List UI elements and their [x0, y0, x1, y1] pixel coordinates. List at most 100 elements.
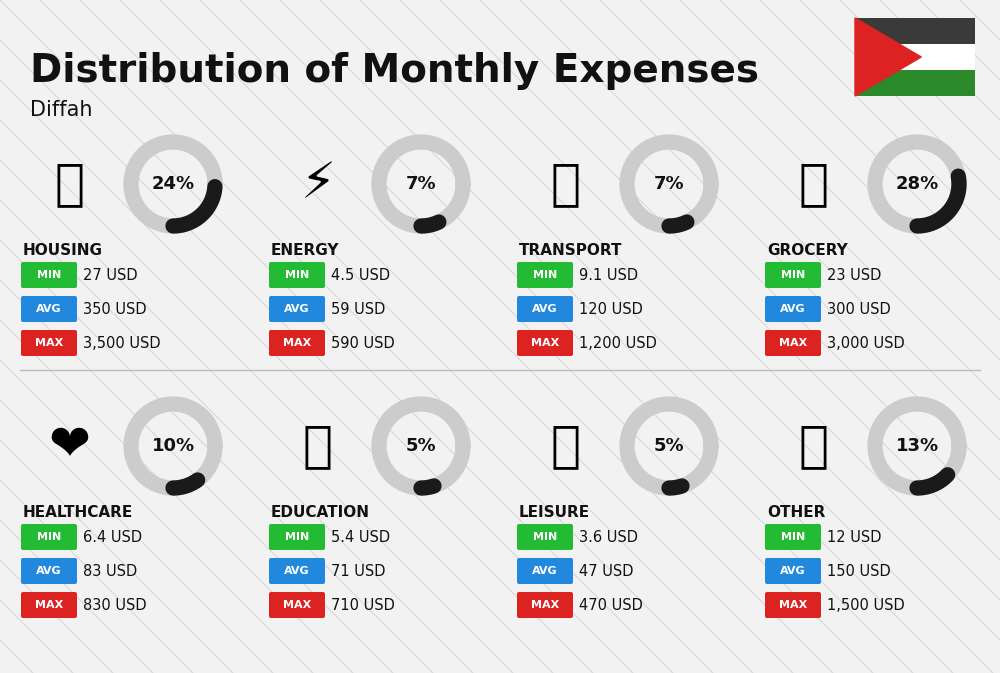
FancyBboxPatch shape [855, 70, 975, 96]
Text: 3,000 USD: 3,000 USD [827, 336, 905, 351]
FancyBboxPatch shape [269, 558, 325, 584]
Text: AVG: AVG [36, 566, 62, 576]
Text: 120 USD: 120 USD [579, 302, 643, 316]
Text: 47 USD: 47 USD [579, 563, 634, 579]
Polygon shape [855, 18, 921, 96]
Text: 830 USD: 830 USD [83, 598, 147, 612]
Text: 4.5 USD: 4.5 USD [331, 267, 390, 283]
FancyBboxPatch shape [21, 296, 77, 322]
FancyBboxPatch shape [517, 330, 573, 356]
Text: 23 USD: 23 USD [827, 267, 881, 283]
Text: AVG: AVG [532, 304, 558, 314]
FancyBboxPatch shape [765, 592, 821, 618]
Text: 1,500 USD: 1,500 USD [827, 598, 905, 612]
FancyBboxPatch shape [517, 296, 573, 322]
Text: 300 USD: 300 USD [827, 302, 891, 316]
Text: AVG: AVG [532, 566, 558, 576]
Text: MIN: MIN [37, 270, 61, 280]
Text: 🎓: 🎓 [303, 422, 333, 470]
Text: 350 USD: 350 USD [83, 302, 147, 316]
Text: ENERGY: ENERGY [271, 243, 340, 258]
Text: MAX: MAX [35, 338, 63, 348]
Text: AVG: AVG [284, 304, 310, 314]
Text: 7%: 7% [406, 175, 436, 193]
Text: EDUCATION: EDUCATION [271, 505, 370, 520]
Text: HEALTHCARE: HEALTHCARE [23, 505, 133, 520]
Text: 13%: 13% [895, 437, 939, 455]
Text: MIN: MIN [37, 532, 61, 542]
Text: 83 USD: 83 USD [83, 563, 137, 579]
Text: 24%: 24% [151, 175, 195, 193]
Text: Diffah: Diffah [30, 100, 92, 120]
Text: ⚡: ⚡ [300, 160, 336, 208]
Text: 3.6 USD: 3.6 USD [579, 530, 638, 544]
Text: MIN: MIN [781, 532, 805, 542]
FancyBboxPatch shape [765, 296, 821, 322]
Text: 28%: 28% [895, 175, 939, 193]
Text: 🛍️: 🛍️ [551, 422, 581, 470]
Text: 470 USD: 470 USD [579, 598, 643, 612]
FancyBboxPatch shape [765, 330, 821, 356]
Text: GROCERY: GROCERY [767, 243, 848, 258]
FancyBboxPatch shape [269, 592, 325, 618]
Text: 3,500 USD: 3,500 USD [83, 336, 161, 351]
FancyBboxPatch shape [269, 330, 325, 356]
Text: MAX: MAX [531, 338, 559, 348]
Text: MAX: MAX [283, 338, 311, 348]
FancyBboxPatch shape [517, 524, 573, 550]
FancyBboxPatch shape [517, 558, 573, 584]
FancyBboxPatch shape [269, 262, 325, 288]
Text: MAX: MAX [283, 600, 311, 610]
Text: MIN: MIN [285, 270, 309, 280]
Text: 150 USD: 150 USD [827, 563, 891, 579]
FancyBboxPatch shape [21, 330, 77, 356]
Text: 🏢: 🏢 [55, 160, 85, 208]
Text: HOUSING: HOUSING [23, 243, 103, 258]
FancyBboxPatch shape [517, 262, 573, 288]
Text: 6.4 USD: 6.4 USD [83, 530, 142, 544]
FancyBboxPatch shape [855, 44, 975, 70]
Text: MIN: MIN [781, 270, 805, 280]
Text: 💰: 💰 [799, 422, 829, 470]
Text: AVG: AVG [284, 566, 310, 576]
FancyBboxPatch shape [21, 262, 77, 288]
Text: LEISURE: LEISURE [519, 505, 590, 520]
Text: 12 USD: 12 USD [827, 530, 882, 544]
FancyBboxPatch shape [765, 524, 821, 550]
Text: 1,200 USD: 1,200 USD [579, 336, 657, 351]
Text: 🛒: 🛒 [799, 160, 829, 208]
Text: MAX: MAX [35, 600, 63, 610]
Text: MAX: MAX [779, 600, 807, 610]
Text: 59 USD: 59 USD [331, 302, 385, 316]
Text: 🚌: 🚌 [551, 160, 581, 208]
Text: MIN: MIN [533, 532, 557, 542]
Text: AVG: AVG [780, 566, 806, 576]
Text: 71 USD: 71 USD [331, 563, 386, 579]
Text: ❤️: ❤️ [49, 422, 91, 470]
Text: MAX: MAX [531, 600, 559, 610]
FancyBboxPatch shape [269, 296, 325, 322]
Text: OTHER: OTHER [767, 505, 825, 520]
FancyBboxPatch shape [765, 558, 821, 584]
Text: 10%: 10% [151, 437, 195, 455]
Text: 5%: 5% [406, 437, 436, 455]
Text: 9.1 USD: 9.1 USD [579, 267, 638, 283]
Text: MIN: MIN [285, 532, 309, 542]
Text: TRANSPORT: TRANSPORT [519, 243, 622, 258]
Text: MAX: MAX [779, 338, 807, 348]
Text: 27 USD: 27 USD [83, 267, 138, 283]
Text: 7%: 7% [654, 175, 684, 193]
FancyBboxPatch shape [269, 524, 325, 550]
Text: MIN: MIN [533, 270, 557, 280]
FancyBboxPatch shape [21, 524, 77, 550]
FancyBboxPatch shape [765, 262, 821, 288]
FancyBboxPatch shape [21, 592, 77, 618]
Text: 590 USD: 590 USD [331, 336, 395, 351]
Text: Distribution of Monthly Expenses: Distribution of Monthly Expenses [30, 52, 759, 90]
Text: 710 USD: 710 USD [331, 598, 395, 612]
Text: AVG: AVG [36, 304, 62, 314]
FancyBboxPatch shape [855, 18, 975, 44]
FancyBboxPatch shape [21, 558, 77, 584]
FancyBboxPatch shape [517, 592, 573, 618]
Text: AVG: AVG [780, 304, 806, 314]
